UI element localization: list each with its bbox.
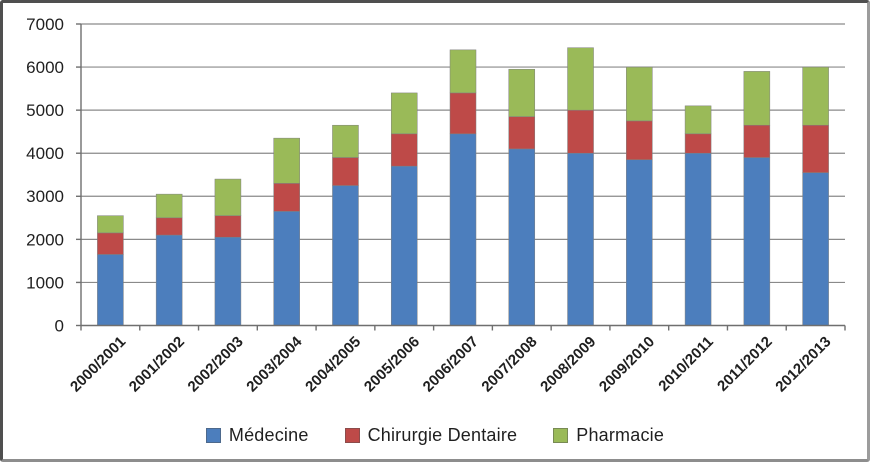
bar-segment-1-3 — [273, 183, 300, 212]
bar-segment-0-12 — [802, 172, 829, 326]
bar-segment-1-2 — [214, 215, 242, 238]
bar-segment-0-9 — [626, 159, 653, 326]
bar-segment-2-1 — [155, 193, 183, 219]
bar-segment-2-11 — [743, 71, 771, 126]
x-tick-label: 2000/2001 — [67, 333, 129, 395]
x-tick-label: 2010/2011 — [655, 333, 717, 395]
bar-segment-1-12 — [802, 124, 829, 173]
bar-segment-0-11 — [743, 157, 771, 326]
bar-segment-2-3 — [273, 137, 300, 184]
x-tick-label: 2011/2012 — [714, 333, 776, 395]
bar-segment-1-10 — [684, 133, 712, 154]
x-tick-label: 2001/2002 — [126, 333, 188, 395]
bar-segment-0-7 — [508, 148, 536, 326]
bar-segment-0-10 — [684, 152, 712, 326]
x-tick-label: 2007/2008 — [478, 333, 540, 395]
bar-segment-0-4 — [332, 185, 359, 326]
x-tick-label: 2008/2009 — [537, 333, 599, 395]
legend-label-medecine: Médecine — [228, 424, 309, 445]
bar-segment-2-9 — [626, 66, 653, 122]
x-tick-label: 2006/2007 — [420, 333, 482, 395]
bar-segment-1-4 — [332, 157, 359, 186]
bar-segment-2-12 — [802, 66, 829, 126]
y-tick-label: 7000 — [26, 15, 64, 34]
bar-segment-2-7 — [508, 68, 536, 117]
y-tick-label: 3000 — [26, 187, 64, 206]
bar-segment-0-8 — [567, 152, 594, 326]
legend-swatch-chirurgie-dentaire — [344, 427, 360, 443]
legend-label-chirurgie-dentaire: Chirurgie Dentaire — [367, 424, 518, 445]
x-tick-label: 2012/2013 — [772, 333, 834, 395]
bar-segment-1-8 — [567, 109, 594, 154]
y-tick-label: 1000 — [26, 273, 64, 292]
bar-segment-0-5 — [390, 165, 418, 326]
y-tick-label: 2000 — [26, 230, 64, 249]
bar-segment-2-0 — [97, 215, 124, 234]
bar-segment-2-10 — [684, 105, 712, 135]
x-tick-label: 2002/2003 — [185, 333, 247, 395]
legend-label-pharmacie: Pharmacie — [576, 424, 665, 445]
bar-segment-0-2 — [214, 236, 242, 326]
legend-swatch-pharmacie — [553, 427, 569, 443]
bar-segment-1-6 — [449, 92, 477, 135]
bar-segment-0-0 — [97, 254, 124, 326]
stacked-bar-chart: 010002000300040005000600070002000/200120… — [26, 15, 846, 396]
bar-segment-2-4 — [332, 124, 359, 158]
y-tick-label: 0 — [55, 316, 64, 335]
bar-segment-2-6 — [449, 49, 477, 94]
bar-segment-0-1 — [155, 234, 183, 326]
x-tick-label: 2009/2010 — [596, 333, 658, 395]
legend-swatch-medecine — [205, 427, 221, 443]
bar-segment-1-0 — [97, 232, 124, 255]
legend-item-medecine: Médecine — [205, 424, 309, 446]
bar-segment-1-7 — [508, 116, 536, 150]
x-tick-label: 2005/2006 — [361, 333, 423, 395]
bar-segment-1-9 — [626, 120, 653, 160]
legend-item-pharmacie: Pharmacie — [553, 425, 664, 446]
bar-segment-0-6 — [449, 133, 477, 326]
y-tick-label: 6000 — [26, 58, 64, 77]
bar-segment-1-11 — [743, 124, 771, 158]
legend-item-chirurgie-dentaire: Chirurgie Dentaire — [344, 424, 518, 446]
bar-segment-2-5 — [390, 92, 418, 135]
bar-segment-1-5 — [390, 133, 418, 167]
bar-segment-2-8 — [567, 47, 594, 111]
bar-segment-0-3 — [273, 211, 300, 326]
y-tick-label: 4000 — [26, 144, 64, 163]
y-tick-label: 5000 — [26, 101, 64, 120]
x-tick-label: 2004/2005 — [302, 333, 364, 395]
bar-segment-2-2 — [214, 178, 242, 216]
x-tick-label: 2003/2004 — [243, 333, 306, 396]
chart-legend: Médecine Chirurgie Dentaire Pharmacie — [3, 422, 867, 448]
bar-segment-1-1 — [155, 217, 183, 236]
